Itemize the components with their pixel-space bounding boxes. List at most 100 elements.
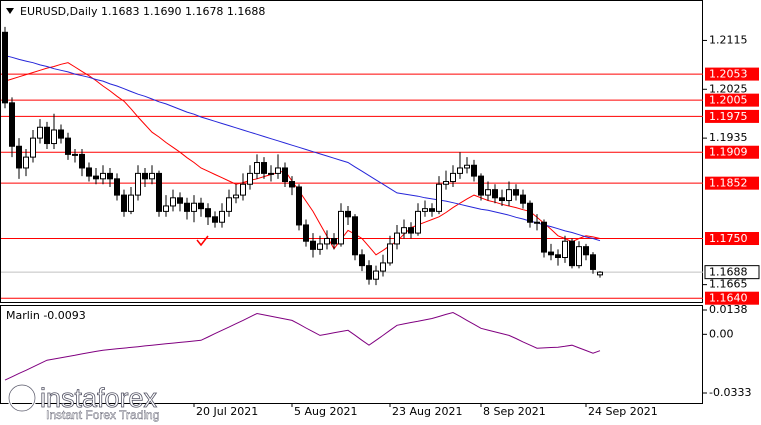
candle-body xyxy=(37,126,43,139)
last-price-box xyxy=(704,265,760,280)
candle-body xyxy=(121,194,127,212)
candle-body xyxy=(51,129,57,145)
candle-body xyxy=(366,265,372,280)
candle-body xyxy=(128,194,134,212)
candle-body xyxy=(324,238,330,245)
candle-body xyxy=(506,189,512,202)
candle-body xyxy=(212,216,218,223)
candle-body xyxy=(170,197,176,207)
watermark: instaforex Instant Forex Trading xyxy=(7,383,160,422)
candle-body xyxy=(310,240,316,250)
line-series xyxy=(4,311,601,381)
x-tick-label: 8 Sep 2021 xyxy=(483,405,546,418)
candle-body xyxy=(191,202,197,212)
candle-body xyxy=(555,254,561,259)
candle-body xyxy=(107,172,113,180)
level-label: 1.1975 xyxy=(709,110,748,123)
candle-body xyxy=(254,162,260,174)
y-tick-label: 0.00 xyxy=(709,327,734,340)
candle-body xyxy=(541,221,547,253)
candle-body xyxy=(464,164,470,169)
candle-body xyxy=(436,183,442,212)
logo-ring-outline xyxy=(8,384,36,412)
candle-body xyxy=(268,172,274,175)
candle-body xyxy=(16,145,22,169)
candle-body xyxy=(317,243,323,250)
level-label-box xyxy=(705,67,759,81)
candle-body xyxy=(338,210,344,245)
y-tick-label: 1.1935 xyxy=(709,131,748,144)
candle-body xyxy=(247,172,253,185)
chart-title: EURUSD,Daily 1.1683 1.1690 1.1678 1.1688 xyxy=(20,5,265,18)
candle-body xyxy=(534,221,540,224)
candle-body xyxy=(303,224,309,242)
candle-body xyxy=(240,183,246,196)
candle-body xyxy=(471,164,477,177)
candle-body xyxy=(79,153,85,169)
candle-body xyxy=(394,232,400,245)
line-series xyxy=(4,62,601,256)
level-label-box xyxy=(705,291,759,305)
candle-body xyxy=(226,197,232,212)
indicator-title: Marlin -0.0093 xyxy=(6,309,86,322)
candle-body xyxy=(499,197,505,202)
candle-body xyxy=(289,181,295,188)
candle-body xyxy=(422,208,428,212)
candle-body xyxy=(576,246,582,267)
candle-body xyxy=(562,240,568,259)
sub-panel-frame xyxy=(0,305,703,404)
candle-body xyxy=(233,194,239,199)
candle-body xyxy=(478,175,484,196)
candle-body xyxy=(569,240,575,267)
candle-body xyxy=(114,178,120,196)
level-label-box xyxy=(705,232,759,246)
x-tick-label: 5 Aug 2021 xyxy=(294,405,357,418)
candle-body xyxy=(590,254,596,270)
candle-body xyxy=(58,129,64,139)
y-tick-label: -0.0333 xyxy=(709,386,751,399)
plot-layer: 1.2115 1.2025 1.1935 1.1665 1.2053 1.2005 1.19… xyxy=(1,26,760,418)
candle-body xyxy=(9,102,15,147)
candle-body xyxy=(450,172,456,183)
candle-body xyxy=(597,271,603,276)
candle-body xyxy=(380,262,386,272)
candle-body xyxy=(387,243,393,264)
candle-body xyxy=(282,167,288,183)
level-label: 1.2053 xyxy=(709,68,748,81)
level-label: 1.1852 xyxy=(709,177,748,190)
candle-body xyxy=(65,137,71,155)
candle-body xyxy=(401,227,407,234)
candle-body xyxy=(205,208,211,218)
candle-body xyxy=(72,153,78,156)
candle-body xyxy=(219,210,225,223)
main-panel-frame xyxy=(0,0,703,303)
candle-body xyxy=(100,172,106,180)
level-label: 1.1640 xyxy=(709,292,748,305)
candle-body xyxy=(198,202,204,210)
candle-body xyxy=(296,186,302,226)
candle-body xyxy=(149,172,155,180)
candle-body xyxy=(44,126,50,145)
menu-triangle xyxy=(6,8,14,14)
candle-body xyxy=(359,254,365,267)
candle-body xyxy=(163,205,169,212)
candle-body xyxy=(492,189,498,199)
candle-body xyxy=(2,31,8,104)
candle-body xyxy=(345,210,351,218)
candle-body xyxy=(415,210,421,234)
x-tick-label: 24 Sep 2021 xyxy=(588,405,658,418)
level-label-box xyxy=(705,176,759,190)
last-price-label: 1.1688 xyxy=(709,266,748,279)
y-tick-label: 0.0138 xyxy=(709,303,748,316)
candle-body xyxy=(156,172,162,212)
candle-body xyxy=(86,167,92,177)
candle-body xyxy=(513,189,519,196)
level-label-box xyxy=(705,93,759,107)
candle-body xyxy=(429,208,435,212)
y-tick-label: 1.2115 xyxy=(709,33,748,46)
candle-body xyxy=(352,216,358,256)
line-series xyxy=(4,55,601,242)
candle-body xyxy=(457,167,463,174)
